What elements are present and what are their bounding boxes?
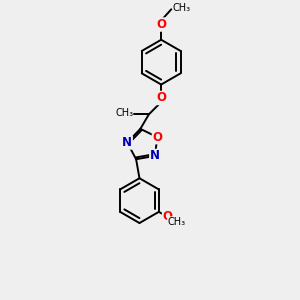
Text: O: O <box>163 210 172 224</box>
Text: O: O <box>156 92 166 104</box>
Text: O: O <box>152 131 162 144</box>
Text: N: N <box>150 149 160 162</box>
Text: CH₃: CH₃ <box>168 217 186 227</box>
Text: N: N <box>122 136 132 149</box>
Text: CH₃: CH₃ <box>173 3 191 13</box>
Text: O: O <box>156 18 166 31</box>
Text: CH₃: CH₃ <box>115 108 133 118</box>
